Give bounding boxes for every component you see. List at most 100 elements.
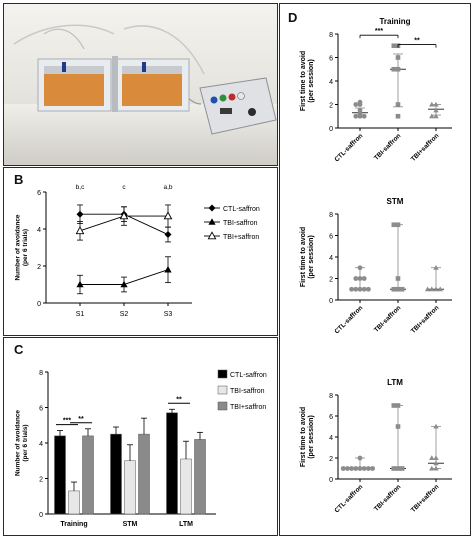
- d3-x-tick-label: TBI-saffron: [373, 483, 402, 512]
- b-x-tick-label: S3: [164, 311, 173, 318]
- d2-x-tick-label: TBI+saffron: [410, 304, 441, 335]
- d2-point: [357, 265, 363, 271]
- d1-x-tick-label: TBI-saffron: [373, 132, 402, 161]
- d2-y-tick-label: 8: [329, 212, 333, 219]
- c-y-tick-label: 2: [39, 477, 43, 484]
- d3-y-tick-label: 6: [329, 414, 333, 421]
- d2-point: [437, 286, 443, 292]
- d3-x-tick-label: CTL-saffron: [333, 483, 364, 514]
- d1-y-tick-label: 6: [329, 56, 333, 63]
- d2-y-label: First time to avoid (per session): [300, 227, 315, 287]
- d3-x-tick-label: TBI+saffron: [410, 483, 441, 514]
- b-x-tick-label: S2: [120, 311, 129, 318]
- d2-point: [353, 286, 359, 292]
- d3-point: [395, 403, 401, 408]
- chart-d-training: 0 2 4 6 8 Training First time to avoid (per ses…: [300, 17, 452, 163]
- d2-point: [361, 286, 367, 292]
- d2-y-tick-label: 6: [329, 234, 333, 241]
- d3-point: [357, 455, 363, 461]
- c-legend-swatch: [217, 369, 228, 379]
- d1-y-tick-label: 4: [329, 79, 333, 86]
- c-bar: [110, 433, 122, 515]
- d2-point: [361, 276, 367, 281]
- apparatus-photo: [4, 4, 277, 165]
- b-y-tick-label: 0: [37, 301, 41, 308]
- d3-y-tick-label: 8: [329, 393, 333, 400]
- d1-point: [433, 113, 439, 119]
- chart-d-ltm: 0 2 4 6 8 LTM First time to avoid (per session)…: [300, 378, 452, 514]
- d2-y-tick-label: 0: [329, 298, 333, 305]
- d3-point: [433, 465, 439, 471]
- b-y-label: Number of avoidance (per 6 trials): [14, 214, 29, 280]
- d2-point: [433, 286, 439, 292]
- d1-point: [433, 107, 439, 113]
- b-y-label-line: (per 6 trials): [22, 229, 29, 266]
- d1-point: [395, 113, 401, 119]
- d3-y-tick-label: 2: [329, 456, 333, 463]
- d3-point: [353, 466, 359, 471]
- d2-point: [357, 276, 363, 281]
- c-y-tick-label: 4: [39, 441, 43, 448]
- b-y-tick-label: 4: [37, 227, 41, 234]
- d3-y-tick-label: 0: [329, 477, 333, 484]
- d2-point: [366, 286, 371, 292]
- b-point: [119, 211, 129, 220]
- b-y-label-line: Number of avoidance: [14, 214, 21, 280]
- panel-b-letter: B: [14, 172, 24, 187]
- b-annotation: b,c: [76, 184, 85, 191]
- d1-point: [357, 111, 363, 117]
- d2-y-tick-label: 4: [329, 255, 333, 262]
- d3-point: [395, 466, 401, 471]
- c-significance-label: **: [176, 396, 182, 403]
- b-point: [76, 280, 84, 288]
- c-y-tick-label: 6: [39, 406, 43, 413]
- d1-y-tick-label: 0: [329, 126, 333, 133]
- c-bar: [166, 412, 178, 515]
- c-legend-label: TBI+saffron: [230, 404, 266, 411]
- d2-x-tick-label: TBI-saffron: [373, 304, 402, 333]
- chart-c: 0 2 4 6 8 Number of avoidance (per 6 trials) Tr…: [14, 369, 267, 528]
- d2-y-label-line: (per session): [308, 235, 315, 279]
- d3-point: [366, 466, 371, 471]
- b-legend-label: TBI-saffron: [223, 220, 258, 227]
- d2-point: [399, 286, 405, 292]
- c-bar: [194, 439, 206, 515]
- d1-point: [391, 43, 397, 49]
- d3-point: [429, 465, 435, 471]
- panel-d: D 0 2 4 6 8 Training First time to avoid (per s…: [279, 3, 471, 536]
- d1-y-label: First time to avoid (per session): [300, 51, 315, 111]
- b-y-tick-label: 6: [37, 190, 41, 197]
- c-legend-swatch: [217, 385, 228, 395]
- b-annotation: a,b: [163, 184, 172, 191]
- d3-point: [370, 466, 375, 471]
- d1-x-tick-label: CTL-saffron: [333, 132, 364, 163]
- d2-point: [357, 286, 363, 292]
- d2-point: [433, 264, 439, 270]
- d1-point: [429, 113, 435, 119]
- c-legend-label: TBI-saffron: [230, 388, 265, 395]
- d2-point: [391, 222, 397, 228]
- d3-point: [399, 466, 405, 471]
- d2-point: [395, 276, 401, 281]
- c-x-tick-label: STM: [123, 521, 138, 528]
- d1-point: [395, 55, 401, 60]
- d1-point: [395, 102, 401, 107]
- b-legend-label: CTL-saffron: [223, 206, 260, 213]
- b-point: [76, 210, 84, 218]
- b-point: [164, 231, 172, 239]
- d3-point: [345, 466, 350, 471]
- c-bar: [124, 460, 136, 515]
- panel-b: B 0 2 4 6 S1 S2 S3 Number of avoidance (per 6 tr…: [3, 167, 278, 336]
- d2-point: [395, 222, 401, 228]
- panel-c-letter: C: [14, 342, 24, 357]
- d3-y-label-line: (per session): [308, 415, 315, 459]
- d3-point: [433, 423, 439, 429]
- c-y-label-line: Number of avoidance: [14, 410, 21, 476]
- d1-x-tick-label: TBI+saffron: [410, 132, 441, 163]
- c-y-label: Number of avoidance (per 6 trials): [14, 410, 29, 476]
- panel-a: A: [3, 3, 278, 166]
- d1-point: [433, 101, 439, 107]
- d2-point: [353, 276, 359, 281]
- b-series-2: [75, 204, 173, 241]
- c-legend-swatch: [217, 401, 228, 411]
